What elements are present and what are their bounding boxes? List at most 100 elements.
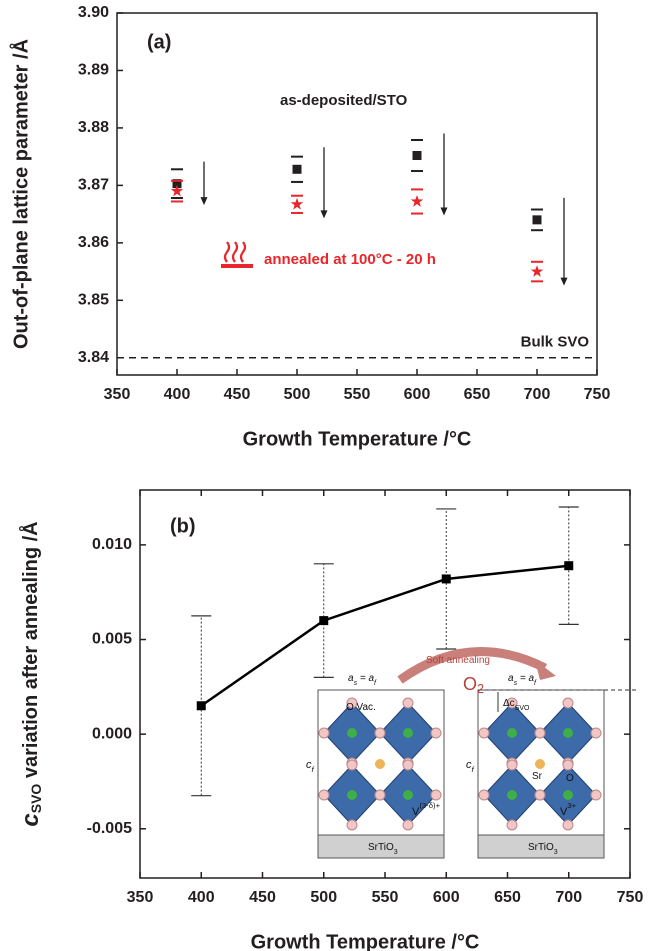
shift-arrow-head [560, 277, 568, 286]
x-tick-label: 450 [249, 889, 276, 906]
o-atom [590, 727, 602, 739]
y-tick-label: -0.005 [87, 820, 132, 837]
text-part: O [566, 773, 574, 784]
subscript: 3+ [567, 801, 576, 810]
text-part: variation after annealing /Å [18, 521, 42, 783]
y-tick-label: 3.89 [78, 62, 109, 79]
y-tick-label: 3.86 [78, 234, 109, 251]
y-tick-label: 3.85 [78, 292, 109, 309]
heat-icon [239, 241, 247, 263]
marker [410, 195, 424, 207]
x-tick-label: 700 [555, 889, 582, 906]
x-tick-label: 500 [284, 386, 311, 403]
panel-label: (b) [170, 515, 196, 537]
subscript: 2 [477, 682, 484, 696]
label: Soft annealing [426, 655, 490, 666]
heat-icon [221, 264, 253, 268]
text-part: c [306, 759, 312, 771]
annealing-arrow [397, 647, 548, 684]
label: V(3-δ)+ [412, 801, 441, 818]
x-tick-label: 450 [224, 386, 251, 403]
marker [292, 164, 302, 174]
o-atom [506, 697, 518, 709]
marker [319, 616, 329, 626]
x-tick-label: 400 [188, 889, 215, 906]
text-part: c [466, 759, 472, 771]
label: O2 [463, 674, 484, 697]
label: cf [306, 759, 315, 774]
text-part: Soft annealing [426, 655, 490, 666]
x-tick-label: 350 [104, 386, 131, 403]
heat-icon [223, 241, 231, 263]
v-atom [347, 728, 357, 738]
arrow-head [535, 660, 556, 680]
y-tick-label: 3.88 [78, 119, 109, 136]
o-atom [374, 727, 386, 739]
o-atom [562, 819, 574, 831]
o-atom [478, 789, 490, 801]
x-tick-label: 500 [310, 889, 337, 906]
v-atom [563, 790, 573, 800]
text-part: Sr [532, 771, 543, 782]
label: V3+ [560, 801, 577, 818]
subscript: f [312, 765, 315, 774]
subscript: SVO [515, 705, 530, 712]
x-tick-label: 600 [404, 386, 431, 403]
text-part: O [463, 674, 477, 694]
text-part: a [508, 673, 514, 684]
label: SrTiO3 [368, 842, 398, 856]
label: SrTiO3 [528, 842, 558, 856]
marker [530, 265, 544, 277]
panel-label: (a) [147, 31, 171, 53]
subscript: f [374, 680, 377, 687]
x-tick-label: 650 [464, 386, 491, 403]
subscript: s [514, 680, 518, 687]
o-atom [590, 789, 602, 801]
y-tick-label: 0.000 [92, 725, 132, 742]
x-tick-label: 550 [372, 889, 399, 906]
shift-arrow-head [200, 197, 208, 206]
plot-frame [116, 12, 598, 376]
v-atom [403, 728, 413, 738]
x-tick-label: 700 [524, 386, 551, 403]
marker [441, 574, 451, 584]
o-atom [374, 789, 386, 801]
text-part: Δc [503, 698, 515, 709]
o-atom [562, 697, 574, 709]
text-part: c [17, 813, 44, 826]
text-part: V [412, 806, 420, 818]
v-atom [403, 790, 413, 800]
label: Sr [532, 771, 543, 782]
x-tick-label: 650 [494, 889, 521, 906]
label: as = af [348, 673, 377, 687]
text-part: a [348, 673, 354, 684]
o-atom [402, 759, 414, 771]
x-tick-label: 750 [617, 889, 644, 906]
v-atom [507, 728, 517, 738]
x-axis-title: Growth Temperature /°C [243, 428, 472, 450]
o-atom [346, 819, 358, 831]
v-atom [507, 790, 517, 800]
o-atom [402, 697, 414, 709]
o-atom [534, 727, 546, 739]
reference-label: Bulk SVO [521, 334, 590, 351]
text-part: V [560, 806, 568, 818]
marker [290, 197, 304, 210]
o-atom [402, 819, 414, 831]
o-atom [562, 759, 574, 771]
o-atom [318, 789, 330, 801]
o-atom [478, 727, 490, 739]
subscript: (3-δ)+ [419, 801, 440, 810]
subscript: 3 [394, 849, 398, 856]
label: O Vac. [346, 702, 376, 713]
x-tick-label: 600 [433, 889, 460, 906]
x-tick-label: 400 [164, 386, 191, 403]
marker [412, 151, 422, 161]
subscript: f [472, 765, 475, 774]
series-line [200, 564, 569, 707]
o-atom [506, 819, 518, 831]
substrate [317, 834, 445, 859]
label: cSVO variation after annealing /Å [17, 521, 44, 826]
subscript: s [354, 680, 358, 687]
